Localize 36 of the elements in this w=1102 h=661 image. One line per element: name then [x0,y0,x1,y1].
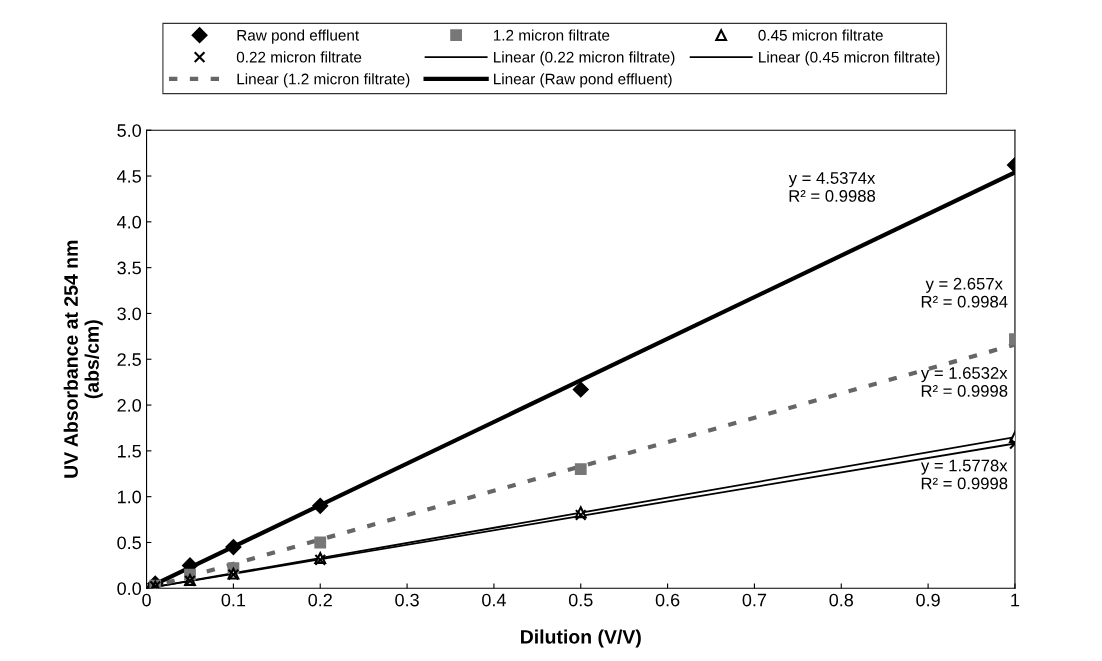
annotation: y = 1.6532x R² = 0.9998 [920,367,1008,397]
x-tick-label: 0.2 [308,593,332,607]
x-tick-label: 1 [1011,593,1020,607]
x-tick-label: 0.5 [568,593,593,607]
annotation: y = 1.5778x R² = 0.9998 [920,459,1008,490]
y-tick-label: 4.5 [117,170,141,183]
y-tick-label: 1.5 [117,444,141,458]
y-tick-label: 3.0 [117,307,141,321]
y-tick-label: 0.5 [117,536,141,550]
legend-label: Linear (0.22 micron filtrate) [494,51,675,66]
x-tick-label: 0 [142,593,151,607]
x-axis-title: Dilution (V/V) [521,629,641,648]
legend-label: 1.2 micron filtrate [493,29,610,41]
legend-label: Linear (0.45 micron filtrate) [759,51,940,66]
legend-label: Linear (1.2 micron filtrate) [237,73,410,88]
annotation: y = 2.657x R² = 0.9984 [921,277,1008,308]
y-tick-label: 2.5 [117,353,141,366]
x-tick-label: 0.9 [916,593,940,607]
annotation: y = 4.5374x R² = 0.9988 [788,172,876,202]
x-tick-label: 0.8 [829,593,854,607]
x-tick-label: 0.3 [395,593,419,607]
x-tick-label: 0.7 [742,593,767,607]
x-tick-label: 0.6 [655,593,680,607]
y-tick-label: 5.0 [117,124,141,137]
y-tick-label: 2.0 [117,399,141,412]
x-tick-label: 0.1 [221,593,246,607]
y-tick-label: 0.0 [117,582,141,596]
y-tick-label: 1.0 [117,490,141,504]
x-tick-label: 0.4 [482,593,506,607]
legend-label: 0.45 micron filtrate [758,29,883,41]
y-tick-label: 3.5 [117,261,141,275]
legend-label: 0.22 micron filtrate [236,51,362,63]
legend-label: Raw pond effluent [237,29,360,44]
legend-label: Linear (Raw pond effluent) [494,73,672,88]
y-axis-title: UV Absorbance at 254 nm (abs/cm) [63,240,103,478]
y-tick-label: 4.0 [117,215,141,229]
